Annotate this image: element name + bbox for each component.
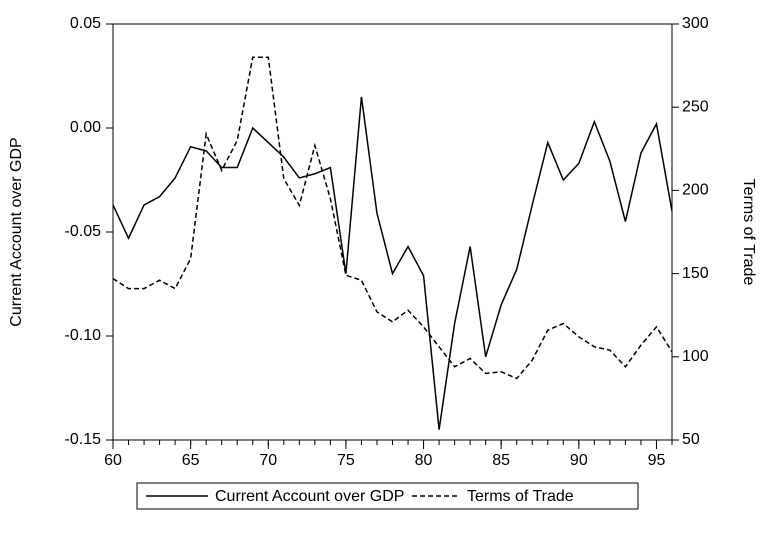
x-tick-label: 95 bbox=[648, 452, 666, 469]
x-tick-label: 75 bbox=[337, 452, 355, 469]
x-tick-label: 85 bbox=[492, 452, 510, 469]
y-tick-label: -0.10 bbox=[65, 327, 102, 344]
y2-axis-label: Terms of Trade bbox=[740, 179, 757, 286]
legend-label: Current Account over GDP bbox=[215, 488, 404, 505]
plot-frame bbox=[112, 23, 673, 441]
x-tick-label: 90 bbox=[570, 452, 588, 469]
y2-tick-label: 100 bbox=[682, 348, 709, 365]
y2-tick-label: 250 bbox=[682, 98, 709, 115]
y-tick-label: 0.00 bbox=[70, 119, 101, 136]
legend-box bbox=[136, 482, 639, 510]
y-tick-label: -0.15 bbox=[65, 431, 102, 448]
x-tick-label: 60 bbox=[104, 452, 122, 469]
x-tick-label: 70 bbox=[259, 452, 277, 469]
y2-tick-label: 50 bbox=[682, 431, 700, 448]
series-line bbox=[112, 56, 673, 380]
series-line bbox=[112, 96, 673, 430]
y2-tick-label: 150 bbox=[682, 265, 709, 282]
x-tick-label: 65 bbox=[182, 452, 200, 469]
y-axis-label: Current Account over GDP bbox=[8, 137, 25, 326]
y2-tick-label: 200 bbox=[682, 182, 709, 199]
y-tick-label: -0.05 bbox=[65, 223, 102, 240]
x-tick-label: 80 bbox=[415, 452, 433, 469]
y-tick-label: 0.05 bbox=[70, 15, 101, 32]
y2-tick-label: 300 bbox=[682, 15, 709, 32]
legend-label: Terms of Trade bbox=[467, 488, 574, 505]
